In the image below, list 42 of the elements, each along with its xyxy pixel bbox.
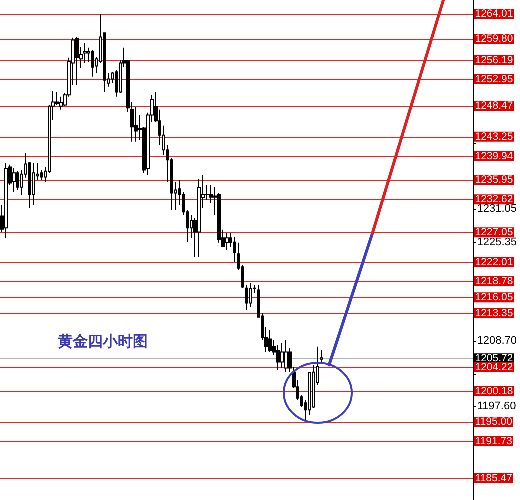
ref-line-label: 1191.73 xyxy=(475,435,513,448)
ref-line-label: 1256.19 xyxy=(475,54,514,66)
ref-line-label: 1204.22 xyxy=(475,361,514,374)
ref-line-label: 1195.00 xyxy=(475,416,513,428)
ref-line-label: 1218.78 xyxy=(475,275,514,288)
candlestick xyxy=(276,344,280,370)
ref-line-label: 1264.01 xyxy=(475,8,514,20)
candlestick xyxy=(4,162,8,239)
ref-line-label: 1248.47 xyxy=(475,100,514,112)
candlestick xyxy=(197,178,201,258)
y-tick-label: 1225.35 xyxy=(477,236,518,249)
ref-line-label: 1239.94 xyxy=(475,150,514,162)
ref-line-label: 1216.05 xyxy=(475,292,514,304)
ref-line-label: 1200.18 xyxy=(475,385,514,398)
candlestick xyxy=(16,170,19,191)
candlestick xyxy=(245,284,248,311)
candlestick xyxy=(91,50,94,78)
candlestick xyxy=(284,340,288,373)
ref-line-label: 1232.62 xyxy=(475,194,514,206)
ref-line-label: 1243.25 xyxy=(475,130,514,143)
candlestick xyxy=(134,106,138,142)
ref-line-label: 1213.35 xyxy=(475,308,514,320)
candlestick xyxy=(83,42,87,64)
candlestick xyxy=(233,236,236,263)
ref-line-label: 1235.95 xyxy=(475,174,514,186)
ref-line-label: 1227.05 xyxy=(475,226,514,239)
candlestick xyxy=(249,282,252,308)
candlestick xyxy=(75,36,79,86)
candlestick xyxy=(32,162,35,206)
ref-line-label: 1259.80 xyxy=(475,33,514,46)
annotation: 黄金四小时图 xyxy=(57,332,148,350)
candlestick xyxy=(12,168,16,193)
ref-line-label: 1252.95 xyxy=(475,73,514,86)
candlestick xyxy=(280,342,284,369)
y-tick-label: 1197.60 xyxy=(477,400,516,413)
ref-line-label: 1185.47 xyxy=(475,472,513,484)
candlestick xyxy=(225,232,229,250)
candlestick xyxy=(59,96,63,110)
candlestick xyxy=(268,330,272,353)
y-tick-label: 1208.70 xyxy=(477,335,518,348)
candlestick xyxy=(320,350,323,363)
ref-line-label: 1222.01 xyxy=(475,256,514,268)
